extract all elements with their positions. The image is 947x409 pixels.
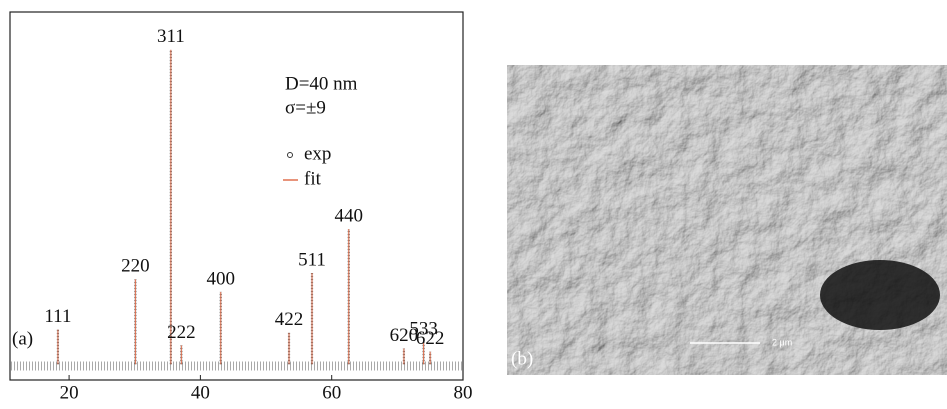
x-tick-label: 80 [454, 382, 473, 403]
peak-label: 220 [121, 256, 150, 277]
panel-label: (a) [12, 328, 33, 349]
legend-label: fit [304, 168, 322, 189]
peak-label: 620 [390, 325, 419, 346]
x-tick-label: 60 [322, 382, 341, 403]
peak-label: 511 [298, 249, 326, 270]
peak-label: 422 [275, 309, 304, 330]
peak-label: 400 [206, 268, 235, 289]
panel-label: (b) [511, 348, 533, 369]
annotation: D=40 nm [285, 73, 358, 94]
x-tick-label: 40 [191, 382, 210, 403]
annotation: σ=±9 [285, 97, 326, 118]
sem-image: 2 μm (b) [507, 65, 947, 375]
sem-cavity [820, 260, 940, 330]
peak-label: 622 [416, 328, 445, 349]
plot-frame [9, 11, 464, 381]
peak-label: 311 [157, 26, 185, 47]
peak-label: 111 [44, 306, 71, 327]
scale-bar-label: 2 μm [772, 337, 792, 347]
peak-label: 222 [167, 322, 196, 343]
legend-marker [287, 152, 293, 158]
legend-label: exp [304, 143, 331, 164]
peak-label: 440 [335, 205, 364, 226]
peak-label: 533 [409, 319, 438, 340]
x-tick-label: 20 [60, 382, 79, 403]
